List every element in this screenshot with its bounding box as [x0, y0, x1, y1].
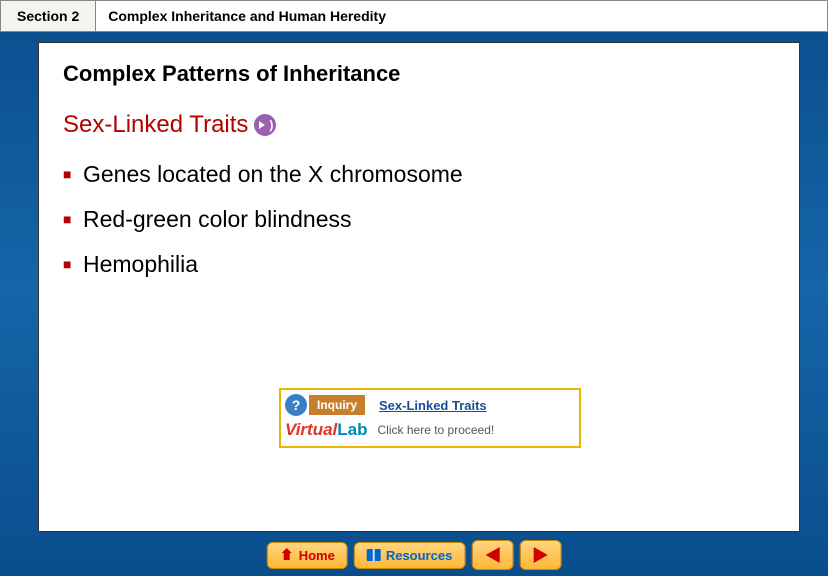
- bullet-item: Genes located on the X chromosome: [63, 161, 775, 188]
- prev-button[interactable]: [471, 540, 513, 570]
- book-icon: [367, 549, 381, 561]
- topic-row: Sex-Linked Traits: [63, 111, 775, 139]
- home-button[interactable]: Home: [267, 542, 348, 569]
- topic-title: Sex-Linked Traits: [63, 111, 248, 139]
- next-button[interactable]: [519, 540, 561, 570]
- content-area: Complex Patterns of Inheritance Sex-Link…: [38, 42, 800, 532]
- audio-icon[interactable]: [254, 114, 276, 136]
- brand-lab: Lab: [337, 420, 367, 439]
- vl-top-row: ? Inquiry Sex-Linked Traits: [285, 394, 575, 416]
- slide-subtitle: Complex Patterns of Inheritance: [63, 61, 775, 87]
- virtual-lab-brand: VirtualLab: [285, 420, 368, 440]
- chapter-title: Complex Inheritance and Human Heredity: [96, 0, 828, 32]
- bullet-item: Hemophilia: [63, 251, 775, 278]
- section-tab: Section 2: [0, 0, 96, 32]
- bullet-item: Red-green color blindness: [63, 206, 775, 233]
- bullet-list: Genes located on the X chromosome Red-gr…: [63, 161, 775, 278]
- virtual-lab-link[interactable]: Sex-Linked Traits: [379, 398, 487, 413]
- inquiry-label: Inquiry: [309, 395, 365, 415]
- brand-virtual: Virtual: [285, 420, 337, 439]
- home-icon: [280, 548, 294, 562]
- resources-label: Resources: [386, 548, 452, 563]
- inquiry-badge: ? Inquiry: [285, 394, 365, 416]
- arrow-left-icon: [485, 547, 499, 563]
- header-bar: Section 2 Complex Inheritance and Human …: [0, 0, 828, 32]
- question-icon: ?: [285, 394, 307, 416]
- vl-bottom-row: VirtualLab Click here to proceed!: [285, 418, 575, 442]
- resources-button[interactable]: Resources: [354, 542, 465, 569]
- virtual-lab-box[interactable]: ? Inquiry Sex-Linked Traits VirtualLab C…: [279, 388, 581, 448]
- arrow-right-icon: [533, 547, 547, 563]
- bottom-nav: Home Resources: [267, 540, 562, 570]
- proceed-text: Click here to proceed!: [378, 423, 495, 437]
- home-label: Home: [299, 548, 335, 563]
